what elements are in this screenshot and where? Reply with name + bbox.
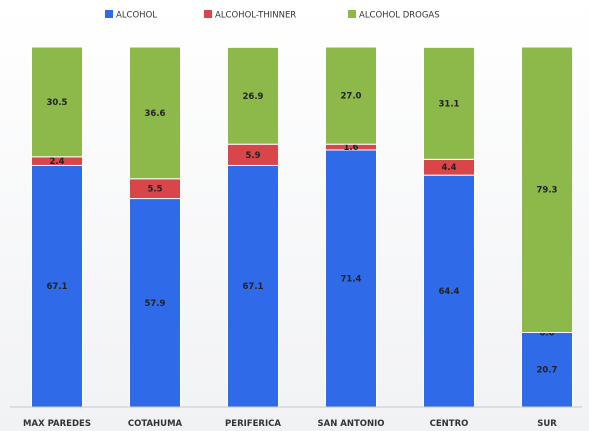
chart-legend: ALCOHOL ALCOHOL-THINNER ALCOHOL DROGAS [105, 10, 440, 21]
legend-label-alcohol-thinner: ALCOHOL-THINNER [215, 11, 296, 21]
bar-segment-alcohol-drogas-max-paredes [31, 46, 83, 158]
legend-swatch-alcohol-drogas [348, 10, 356, 18]
x-tick-labels: MAX PAREDES COTAHUMA PERIFERICA SAN ANTONIO… [23, 419, 557, 429]
bar-segment-alcohol-drogas-centro [423, 46, 475, 160]
bar-segment-alcohol-drogas-sur [521, 46, 573, 333]
data-label-alcohol-san-antonio: 71.4 [341, 274, 362, 284]
data-label-alcohol-drogas-sur: 79.3 [537, 186, 558, 196]
x-tick-periferica: PERIFERICA [225, 419, 281, 429]
bar-segment-alcohol-drogas-san-antonio [325, 46, 377, 145]
data-label-alcohol-cotahuma: 57.9 [145, 299, 166, 309]
data-label-alcohol-thinner-sur: 0.0 [539, 328, 554, 338]
data-label-alcohol-thinner-cotahuma: 5.5 [147, 185, 162, 195]
data-label-alcohol-sur: 20.7 [537, 366, 558, 376]
x-tick-san-antonio: SAN ANTONIO [318, 419, 385, 429]
data-label-alcohol-thinner-centro: 4.4 [441, 163, 456, 173]
x-tick-max-paredes: MAX PAREDES [23, 419, 91, 429]
data-label-alcohol-thinner-san-antonio: 1.6 [343, 143, 358, 153]
data-label-alcohol-thinner-periferica: 5.9 [245, 151, 260, 161]
data-label-alcohol-drogas-centro: 31.1 [439, 99, 460, 109]
bar-segment-alcohol-periferica [227, 164, 279, 408]
bar-segment-alcohol-max-paredes [31, 164, 83, 408]
data-label-alcohol-periferica: 67.1 [243, 282, 264, 292]
data-label-alcohol-thinner-max-paredes: 2.4 [49, 157, 64, 167]
data-label-alcohol-centro: 64.4 [439, 287, 460, 297]
legend-swatch-alcohol-thinner [204, 10, 212, 18]
legend-label-alcohol-drogas: ALCOHOL DROGAS [359, 11, 440, 21]
x-tick-centro: CENTRO [430, 419, 469, 429]
bar-segment-alcohol-drogas-periferica [227, 46, 279, 145]
legend-label-alcohol: ALCOHOL [116, 11, 157, 21]
legend-swatch-alcohol [105, 10, 113, 18]
bar-segment-alcohol-cotahuma [129, 198, 181, 408]
data-label-alcohol-drogas-periferica: 26.9 [243, 92, 264, 102]
data-label-alcohol-max-paredes: 67.1 [47, 282, 68, 292]
data-label-alcohol-drogas-cotahuma: 36.6 [145, 109, 166, 119]
x-tick-sur: SUR [537, 419, 557, 429]
data-label-alcohol-drogas-max-paredes: 30.5 [47, 98, 68, 108]
bar-segment-alcohol-drogas-cotahuma [129, 46, 181, 180]
bars-layer: 67.1 2.4 30.5 57.9 5.5 36.6 67.1 5.9 26.9 71.4 1.6… [31, 46, 573, 408]
x-tick-cotahuma: COTAHUMA [128, 419, 183, 429]
bar-segment-alcohol-centro [423, 174, 475, 408]
data-label-alcohol-drogas-san-antonio: 27.0 [341, 92, 362, 102]
